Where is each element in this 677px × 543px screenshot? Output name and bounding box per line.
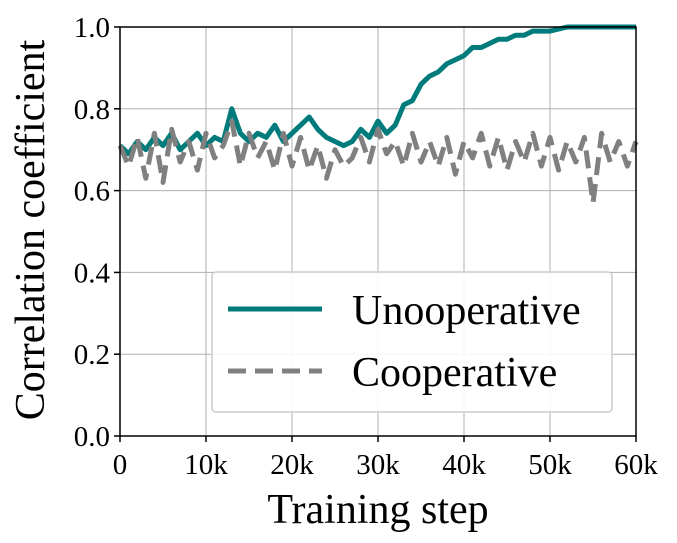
y-tick-label: 0.2 [74, 339, 110, 371]
x-tick-label: 40k [442, 449, 486, 481]
y-tick-label: 0.0 [74, 421, 110, 453]
x-tick-label: 30k [356, 449, 400, 481]
y-axis-ticks: 0.0 0.2 0.4 0.6 0.8 1.0 [74, 12, 120, 453]
y-tick-label: 0.8 [74, 94, 110, 126]
x-tick-label: 10k [184, 449, 228, 481]
y-tick-label: 0.4 [74, 257, 111, 289]
series-line-cooperative [117, 118, 639, 206]
x-tick-label: 60k [614, 449, 658, 481]
x-tick-label: 50k [528, 449, 572, 481]
legend: Unooperative Cooperative [211, 271, 613, 413]
y-axis-label: Correlation coefficient [8, 39, 54, 420]
y-tick-label: 1.0 [74, 12, 110, 44]
x-tick-label: 20k [270, 449, 314, 481]
x-tick-label: 0 [113, 449, 128, 481]
series-line-unooperative [118, 24, 636, 157]
x-axis-ticks: 0 10k 20k 30k 40k 50k 60k [113, 436, 658, 481]
legend-label-unooperative: Unooperative [352, 288, 581, 334]
x-axis-label: Training step [267, 487, 488, 533]
legend-label-cooperative: Cooperative [352, 350, 557, 396]
series-layer [117, 24, 639, 206]
y-tick-label: 0.6 [74, 176, 110, 208]
